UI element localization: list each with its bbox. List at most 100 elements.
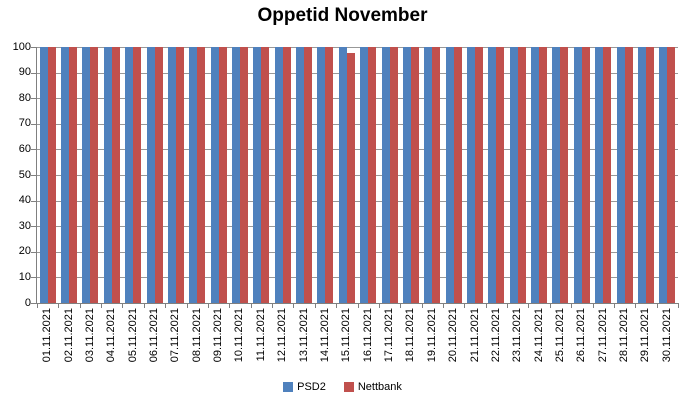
- x-tick-2: [79, 304, 81, 308]
- x-label-box-07.11.2021: 07.11.2021: [165, 308, 186, 374]
- x-tick-12: [293, 304, 295, 308]
- x-axis-label-29.11.2021: 29.11.2021: [639, 308, 652, 363]
- bar-nettbank-02.11.2021: [69, 47, 78, 303]
- x-tick-26: [592, 304, 594, 308]
- x-tick-21: [485, 304, 487, 308]
- x-axis-label-11.11.2021: 11.11.2021: [254, 308, 267, 362]
- x-label-box-06.11.2021: 06.11.2021: [144, 308, 165, 374]
- x-axis-label-02.11.2021: 02.11.2021: [62, 308, 75, 363]
- bar-nettbank-22.11.2021: [496, 47, 505, 303]
- y-axis-line: [36, 47, 37, 304]
- y-axis-label-0: 0: [24, 296, 31, 309]
- x-label-box-04.11.2021: 04.11.2021: [101, 308, 122, 374]
- y-axis-label-30: 30: [18, 219, 31, 232]
- bar-nettbank-21.11.2021: [475, 47, 484, 303]
- x-axis-label-04.11.2021: 04.11.2021: [105, 308, 118, 363]
- gridline-10: [37, 277, 678, 279]
- x-tick-3: [101, 304, 103, 308]
- bar-psd2-18.11.2021: [402, 47, 411, 303]
- legend-item-nettbank: Nettbank: [343, 381, 402, 393]
- bar-nettbank-09.11.2021: [218, 47, 227, 303]
- x-tick-6: [165, 304, 167, 308]
- y-tick-70: [31, 123, 36, 125]
- x-tick-7: [186, 304, 188, 308]
- bar-psd2-27.11.2021: [595, 47, 604, 303]
- bar-psd2-11.11.2021: [253, 47, 262, 303]
- plot-area: [37, 47, 678, 303]
- x-label-box-21.11.2021: 21.11.2021: [464, 308, 485, 374]
- x-tick-1: [58, 304, 60, 308]
- x-tick-27: [613, 304, 615, 308]
- gridline-20: [37, 251, 678, 253]
- bar-psd2-29.11.2021: [637, 47, 646, 303]
- x-label-box-01.11.2021: 01.11.2021: [37, 308, 58, 374]
- bar-nettbank-05.11.2021: [133, 47, 142, 303]
- gridline-70: [37, 123, 678, 125]
- gridline-30: [37, 226, 678, 228]
- legend-item-psd2: PSD2: [283, 381, 326, 393]
- y-axis-label-100: 100: [12, 40, 31, 53]
- x-label-box-29.11.2021: 29.11.2021: [635, 308, 656, 374]
- bar-nettbank-13.11.2021: [304, 47, 313, 303]
- bar-nettbank-04.11.2021: [111, 47, 120, 303]
- gridline-100: [37, 47, 678, 48]
- bar-psd2-30.11.2021: [659, 47, 668, 303]
- bar-nettbank-28.11.2021: [624, 47, 633, 303]
- bar-psd2-23.11.2021: [509, 47, 518, 303]
- y-axis-label-10: 10: [18, 270, 31, 283]
- nettbank-swatch-icon: [343, 382, 354, 392]
- x-label-box-17.11.2021: 17.11.2021: [379, 308, 400, 374]
- x-tick-25: [571, 304, 573, 308]
- bar-psd2-15.11.2021: [338, 47, 347, 303]
- x-axis-label-07.11.2021: 07.11.2021: [169, 308, 182, 363]
- x-label-box-18.11.2021: 18.11.2021: [400, 308, 421, 374]
- x-axis-label-27.11.2021: 27.11.2021: [596, 308, 609, 363]
- x-axis-label-25.11.2021: 25.11.2021: [553, 308, 566, 363]
- x-axis-label-23.11.2021: 23.11.2021: [511, 308, 524, 363]
- bar-nettbank-08.11.2021: [197, 47, 206, 303]
- bar-psd2-08.11.2021: [189, 47, 198, 303]
- legend-label-nettbank: Nettbank: [357, 381, 402, 393]
- x-axis-label-01.11.2021: 01.11.2021: [41, 308, 54, 363]
- x-tick-14: [336, 304, 338, 308]
- x-tick-17: [400, 304, 402, 308]
- bar-psd2-12.11.2021: [274, 47, 283, 303]
- x-tick-23: [528, 304, 530, 308]
- x-label-box-08.11.2021: 08.11.2021: [187, 308, 208, 374]
- x-label-box-05.11.2021: 05.11.2021: [122, 308, 143, 374]
- x-tick-30: [678, 304, 679, 308]
- x-axis-label-19.11.2021: 19.11.2021: [425, 308, 438, 363]
- x-axis-label-22.11.2021: 22.11.2021: [489, 308, 502, 363]
- bar-nettbank-25.11.2021: [560, 47, 569, 303]
- bar-psd2-21.11.2021: [467, 47, 476, 303]
- bar-psd2-14.11.2021: [317, 47, 326, 303]
- x-tick-28: [635, 304, 637, 308]
- x-tick-16: [378, 304, 380, 308]
- x-axis-label-16.11.2021: 16.11.2021: [361, 308, 374, 363]
- y-axis-label-20: 20: [18, 245, 31, 258]
- bar-nettbank-07.11.2021: [175, 47, 184, 303]
- x-label-box-23.11.2021: 23.11.2021: [507, 308, 528, 374]
- bar-psd2-01.11.2021: [39, 47, 48, 303]
- bar-psd2-24.11.2021: [531, 47, 540, 303]
- x-axis-line: [31, 303, 679, 304]
- bar-psd2-09.11.2021: [210, 47, 219, 303]
- bar-psd2-25.11.2021: [552, 47, 561, 303]
- y-tick-20: [31, 251, 36, 253]
- bar-psd2-20.11.2021: [445, 47, 454, 303]
- bar-nettbank-14.11.2021: [325, 47, 334, 303]
- gridline-90: [37, 72, 678, 74]
- x-axis-label-28.11.2021: 28.11.2021: [618, 308, 631, 363]
- x-axis-label-17.11.2021: 17.11.2021: [383, 308, 396, 363]
- x-axis-label-05.11.2021: 05.11.2021: [126, 308, 139, 363]
- x-label-box-26.11.2021: 26.11.2021: [571, 308, 592, 374]
- x-label-box-28.11.2021: 28.11.2021: [614, 308, 635, 374]
- x-tick-24: [549, 304, 551, 308]
- x-label-box-14.11.2021: 14.11.2021: [315, 308, 336, 374]
- bar-nettbank-30.11.2021: [667, 47, 676, 303]
- y-tick-30: [31, 226, 36, 228]
- x-label-box-03.11.2021: 03.11.2021: [80, 308, 101, 374]
- legend: PSD2 Nettbank: [0, 381, 685, 393]
- y-tick-10: [31, 277, 36, 279]
